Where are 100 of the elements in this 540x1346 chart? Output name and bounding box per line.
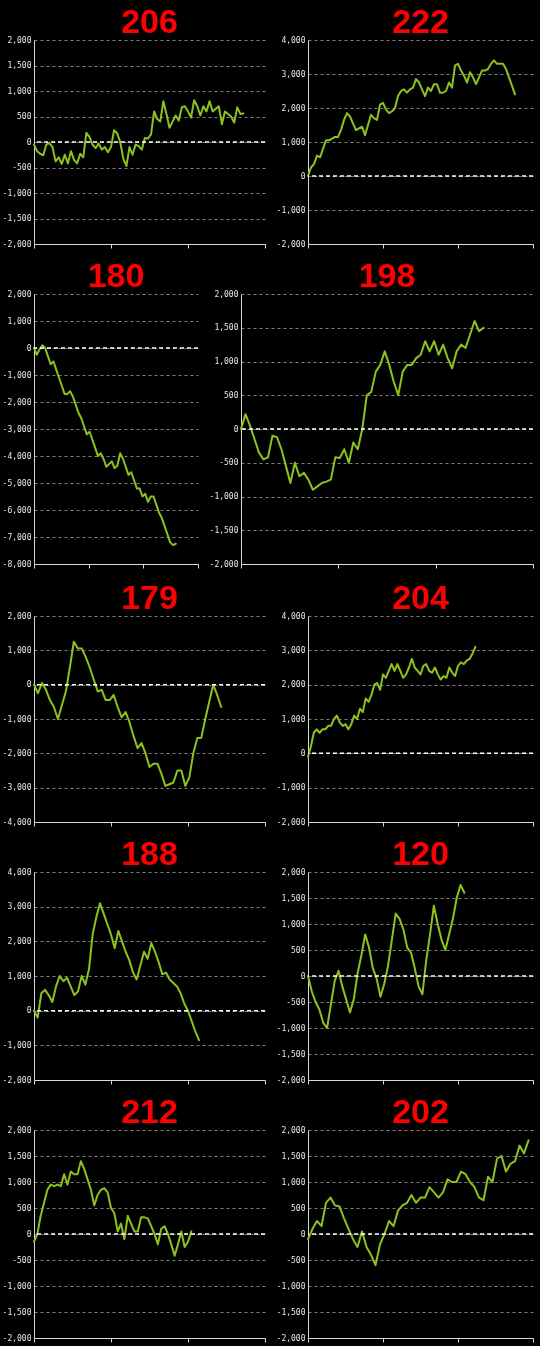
y-tick-label: -2,000 [2, 1075, 32, 1085]
y-tick-label: -1,000 [276, 205, 306, 215]
y-tick-label: 2,000 [7, 611, 32, 621]
y-tick-label: -2,000 [276, 1333, 306, 1343]
y-tick-label: 1,000 [281, 1177, 306, 1187]
y-tick-label: -1,000 [2, 370, 32, 380]
y-tick-label: -1,500 [276, 1307, 306, 1317]
chart-title: 212 [121, 1092, 178, 1130]
y-tick-label: -2,000 [2, 748, 32, 758]
y-tick-label: 1,500 [7, 61, 32, 70]
y-tick-label: -1,000 [2, 1281, 32, 1291]
y-tick-label: 1,000 [7, 1177, 32, 1187]
y-tick-label: -1,000 [276, 1023, 306, 1033]
y-tick-label: -2,000 [276, 817, 306, 827]
y-tick-label: -2,000 [2, 397, 32, 407]
y-tick-label: -2,000 [2, 239, 32, 249]
y-tick-label: 0 [26, 343, 32, 353]
y-tick-label: 0 [26, 1006, 32, 1016]
y-tick-label: 0 [300, 971, 306, 981]
chart-title: 180 [87, 256, 145, 294]
y-tick-label: -1,500 [276, 1049, 306, 1059]
chart-title: 202 [392, 1092, 449, 1130]
y-tick-label: -8,000 [2, 559, 32, 569]
y-tick-label: -2,000 [276, 1075, 306, 1085]
y-tick-label: 0 [26, 1229, 32, 1239]
y-tick-label: 2,000 [7, 936, 32, 946]
y-tick-label: 3,000 [7, 902, 32, 912]
y-tick-label: -1,500 [2, 214, 32, 223]
chart-title: 120 [392, 834, 449, 872]
y-tick-label: 1,500 [214, 323, 239, 333]
y-tick-label: 1,000 [7, 86, 32, 96]
y-tick-label: 3,000 [281, 69, 306, 79]
y-tick-label: 1,000 [214, 357, 239, 366]
y-tick-label: 4,000 [281, 611, 306, 621]
y-tick-label: -500 [12, 1255, 32, 1265]
y-tick-label: -7,000 [2, 532, 32, 542]
y-tick-label: 2,000 [7, 35, 32, 45]
chart-title: 206 [121, 2, 178, 40]
y-tick-label: -1,000 [2, 714, 32, 724]
y-tick-label: 0 [300, 1229, 306, 1239]
y-tick-label: -500 [286, 997, 306, 1007]
y-tick-label: -1,000 [209, 492, 239, 501]
chart-title: 204 [392, 578, 449, 616]
y-tick-label: 0 [26, 137, 32, 147]
y-tick-label: 0 [300, 748, 306, 758]
line-series [307, 59, 516, 177]
y-tick-label: -4,000 [2, 451, 32, 461]
y-tick-label: 2,000 [7, 289, 32, 299]
y-tick-label: -1,500 [2, 1307, 32, 1317]
y-tick-label: 0 [233, 424, 239, 434]
y-tick-label: -2,000 [2, 1333, 32, 1343]
line-series [307, 1139, 530, 1267]
y-tick-label: -500 [286, 1255, 306, 1265]
y-tick-label: 3,000 [281, 645, 306, 655]
y-tick-label: 1,000 [281, 919, 306, 929]
line-series [33, 1160, 193, 1257]
y-tick-label: -2,000 [209, 559, 239, 569]
y-tick-label: -1,000 [2, 188, 32, 198]
y-tick-label: 0 [300, 171, 306, 181]
y-tick-label: 4,000 [7, 867, 32, 877]
y-tick-label: 2,000 [281, 1125, 306, 1135]
y-tick-label: -1,500 [209, 525, 239, 535]
y-tick-label: 2,000 [281, 680, 306, 690]
y-tick-label: 1,500 [7, 1151, 32, 1161]
chart-title: 179 [121, 578, 178, 616]
line-series [33, 344, 177, 547]
line-series [33, 902, 200, 1042]
y-tick-label: 2,000 [281, 103, 306, 113]
line-series [240, 320, 485, 491]
y-tick-label: 500 [17, 112, 32, 121]
y-tick-label: 2,000 [214, 289, 239, 299]
y-tick-label: 500 [17, 1203, 32, 1213]
y-tick-label: 4,000 [281, 35, 306, 45]
y-tick-label: -1,000 [276, 783, 306, 793]
y-tick-label: 500 [291, 1203, 306, 1213]
y-tick-label: 2,000 [7, 1125, 32, 1135]
chart-title: 222 [392, 2, 449, 40]
y-tick-label: 500 [224, 390, 239, 400]
y-tick-label: -1,000 [2, 1040, 32, 1050]
y-tick-label: 1,000 [7, 645, 32, 655]
line-series [33, 640, 223, 787]
y-tick-label: 1,500 [281, 893, 306, 903]
line-series [33, 99, 245, 167]
y-tick-label: -3,000 [2, 783, 32, 793]
y-tick-label: -3,000 [2, 424, 32, 434]
y-tick-label: -1,000 [276, 1281, 306, 1291]
line-series [307, 884, 466, 1029]
y-tick-label: -4,000 [2, 817, 32, 827]
y-tick-label: 500 [291, 945, 306, 955]
y-tick-label: 0 [26, 680, 32, 690]
y-tick-label: 2,000 [281, 867, 306, 877]
y-tick-label: 1,000 [7, 971, 32, 981]
y-tick-label: 1,000 [7, 316, 32, 326]
y-tick-label: -2,000 [276, 239, 306, 249]
y-tick-label: -500 [219, 458, 239, 468]
line-series [307, 645, 477, 758]
y-tick-label: 1,000 [281, 714, 306, 724]
y-tick-label: -500 [12, 163, 32, 172]
y-tick-label: 1,000 [281, 137, 306, 147]
y-tick-label: -5,000 [2, 478, 32, 488]
